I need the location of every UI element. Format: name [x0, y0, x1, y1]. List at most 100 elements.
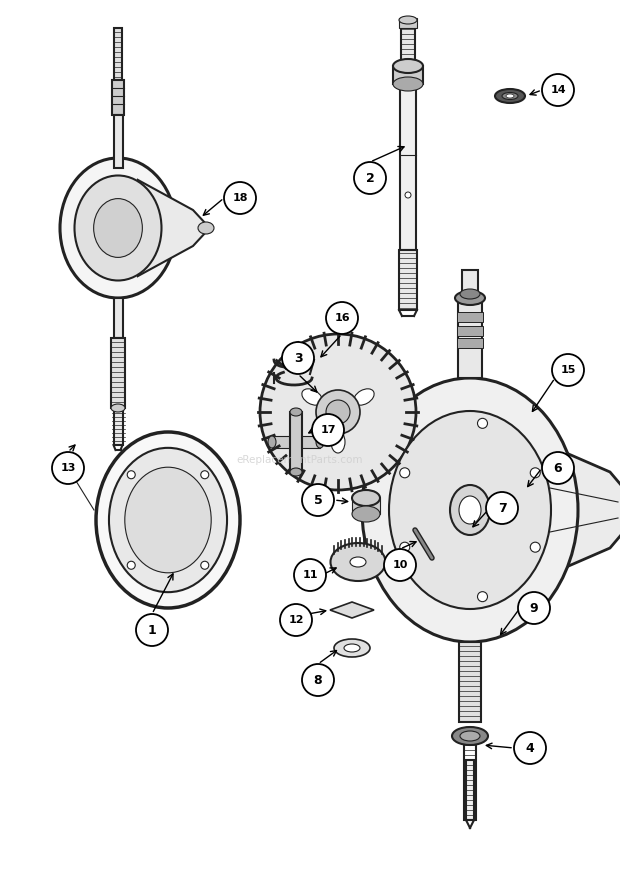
Circle shape [542, 452, 574, 484]
Circle shape [224, 182, 256, 214]
Ellipse shape [290, 408, 302, 416]
Text: 5: 5 [314, 493, 322, 507]
Text: 8: 8 [314, 674, 322, 687]
Text: 16: 16 [334, 313, 350, 323]
Bar [462, 270, 478, 298]
Ellipse shape [268, 436, 276, 448]
Ellipse shape [450, 485, 490, 535]
Ellipse shape [455, 291, 485, 305]
Circle shape [354, 162, 386, 194]
Circle shape [312, 414, 344, 446]
Ellipse shape [198, 222, 214, 234]
Circle shape [530, 468, 540, 478]
Circle shape [260, 334, 416, 490]
Text: 10: 10 [392, 560, 408, 570]
Circle shape [136, 614, 168, 646]
Polygon shape [330, 602, 374, 618]
Text: 1: 1 [148, 624, 156, 636]
Text: 12: 12 [288, 615, 304, 625]
Text: 2: 2 [366, 172, 374, 185]
Ellipse shape [344, 644, 360, 652]
Circle shape [400, 542, 410, 552]
Circle shape [316, 390, 360, 434]
Bar [112, 80, 124, 115]
Circle shape [302, 484, 334, 516]
Bar [113, 115, 123, 168]
Bar [113, 298, 123, 338]
Circle shape [201, 561, 209, 570]
Ellipse shape [399, 16, 417, 24]
Bar [464, 740, 476, 820]
Ellipse shape [111, 404, 125, 412]
Bar [399, 250, 417, 310]
Circle shape [52, 452, 84, 484]
Ellipse shape [459, 496, 481, 524]
Text: 7: 7 [498, 501, 507, 514]
Ellipse shape [460, 289, 480, 299]
Text: 15: 15 [560, 365, 576, 375]
Circle shape [201, 471, 209, 479]
Bar [457, 338, 483, 348]
Circle shape [530, 542, 540, 552]
Bar [399, 18, 417, 28]
Bar [113, 410, 123, 445]
Circle shape [552, 354, 584, 386]
Ellipse shape [362, 378, 578, 642]
Bar [62, 458, 74, 476]
Circle shape [518, 592, 550, 624]
Ellipse shape [352, 506, 380, 522]
Circle shape [282, 342, 314, 374]
Text: 4: 4 [526, 741, 534, 754]
Circle shape [65, 457, 71, 463]
Text: 6: 6 [554, 461, 562, 474]
Circle shape [477, 592, 487, 602]
Ellipse shape [316, 436, 324, 448]
Bar [272, 436, 320, 448]
Bar [393, 66, 423, 84]
Bar [466, 760, 474, 820]
Text: 14: 14 [550, 85, 566, 95]
Bar [459, 642, 481, 722]
Ellipse shape [460, 731, 480, 741]
Circle shape [326, 400, 350, 424]
Ellipse shape [94, 199, 143, 257]
Circle shape [294, 559, 326, 591]
Circle shape [302, 664, 334, 696]
Ellipse shape [125, 467, 211, 573]
Text: 11: 11 [303, 570, 318, 580]
Ellipse shape [290, 468, 302, 476]
Bar [290, 412, 302, 472]
Bar [111, 338, 125, 408]
Ellipse shape [109, 448, 227, 592]
Text: 3: 3 [294, 352, 303, 365]
Polygon shape [500, 424, 620, 596]
Circle shape [400, 468, 410, 478]
Bar [457, 312, 483, 322]
Ellipse shape [389, 411, 551, 609]
Text: 17: 17 [321, 425, 336, 435]
Circle shape [384, 549, 416, 581]
Ellipse shape [331, 431, 345, 453]
Bar [114, 28, 122, 80]
Ellipse shape [495, 89, 525, 103]
Ellipse shape [302, 388, 322, 405]
Bar [401, 20, 415, 68]
Ellipse shape [502, 93, 518, 100]
Ellipse shape [334, 639, 370, 657]
Circle shape [542, 74, 574, 106]
Bar [458, 298, 482, 378]
Ellipse shape [506, 94, 514, 98]
Bar [457, 326, 483, 336]
Circle shape [127, 471, 135, 479]
Ellipse shape [352, 490, 380, 506]
Circle shape [477, 418, 487, 429]
Text: 18: 18 [232, 193, 248, 203]
Circle shape [514, 732, 546, 764]
Ellipse shape [393, 77, 423, 91]
Circle shape [405, 192, 411, 198]
Bar [352, 498, 380, 514]
Text: 13: 13 [60, 463, 76, 473]
Ellipse shape [330, 543, 386, 581]
Circle shape [326, 302, 358, 334]
Ellipse shape [393, 59, 423, 73]
